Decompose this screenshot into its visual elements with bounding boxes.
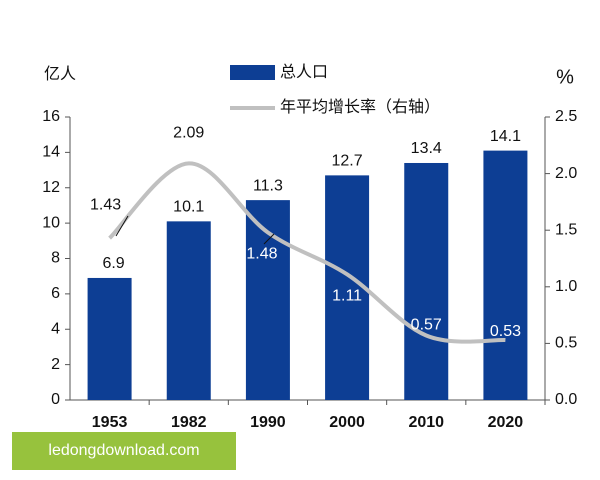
legend-swatch <box>230 65 275 80</box>
legend-label: 总人口 <box>280 63 328 81</box>
leader <box>115 215 129 237</box>
y-tick-label: 4 <box>51 320 60 337</box>
bar-value-label: 13.4 <box>411 140 442 157</box>
leader <box>263 233 275 245</box>
y-tick-label: 2 <box>51 356 60 373</box>
bar <box>404 162 449 400</box>
legend-label: 年平均增长率（右轴） <box>280 98 440 116</box>
bar-value-label: 12.7 <box>332 153 363 170</box>
y2-tick-label: 1.5 <box>555 221 577 238</box>
y2-tick-label: 2.5 <box>555 108 577 125</box>
watermark-box <box>12 432 236 470</box>
line-value-label: 0.53 <box>490 323 521 340</box>
bar-value-label: 14.1 <box>490 128 521 145</box>
y-tick-label: 14 <box>42 144 60 161</box>
x-tick-label: 2010 <box>408 414 444 431</box>
y-tick-label: 6 <box>51 285 60 302</box>
bar <box>87 277 132 400</box>
y-axis-label: 亿人 <box>44 65 76 83</box>
y-tick-label: 16 <box>42 108 60 125</box>
y2-tick-label: 0.5 <box>555 335 577 352</box>
line-value-label: 0.57 <box>411 317 442 334</box>
y2-tick-label: 0.0 <box>555 391 577 408</box>
y2-tick-label: 1.0 <box>555 278 577 295</box>
y-tick-label: 12 <box>42 179 60 196</box>
y2-axis-label: % <box>556 66 574 88</box>
x-tick-label: 2020 <box>488 414 524 431</box>
y-tick-label: 0 <box>51 391 60 408</box>
bar-value-label: 11.3 <box>253 177 283 194</box>
x-tick-label: 1990 <box>250 414 286 431</box>
bar-value-label: 10.1 <box>173 199 204 216</box>
x-tick-label: 1953 <box>92 414 128 431</box>
y-tick-label: 10 <box>42 214 60 231</box>
line-value-label: 2.09 <box>173 125 204 142</box>
bar <box>166 221 211 400</box>
x-tick-label: 2000 <box>329 414 365 431</box>
line-value-label: 1.11 <box>332 288 362 305</box>
y-tick-label: 8 <box>51 250 60 267</box>
line-value-label: 1.48 <box>246 246 277 263</box>
bar-value-label: 6.9 <box>102 255 124 272</box>
bar <box>483 150 528 400</box>
line-value-label: 1.43 <box>90 196 121 213</box>
y2-tick-label: 2.0 <box>555 165 577 182</box>
x-tick-label: 1982 <box>171 414 207 431</box>
line <box>108 161 506 344</box>
watermark: ledongdownload.com <box>48 442 199 459</box>
